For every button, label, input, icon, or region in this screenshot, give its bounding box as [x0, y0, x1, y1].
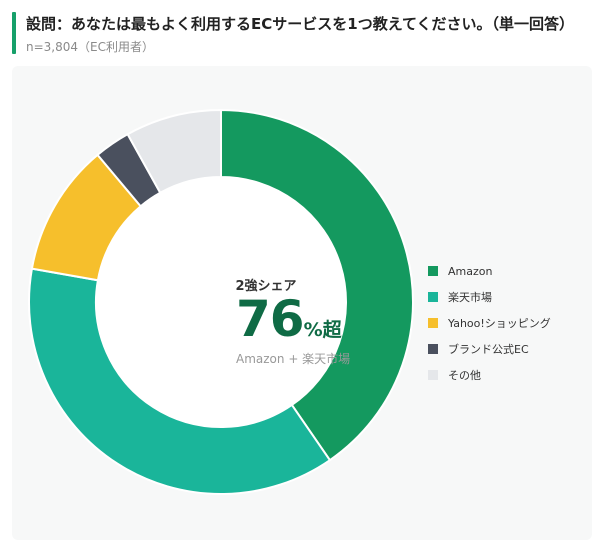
legend-label-0: Amazon [448, 264, 493, 278]
question-header: 設問：あなたは最もよく利用するECサービスを1つ教えてください。（単一回答） n… [12, 10, 592, 56]
accent-bar [12, 12, 16, 54]
legend-swatch-0 [428, 266, 438, 276]
sample-size: n=3,804（EC利用者） [26, 40, 154, 54]
legend-label-2: Yahoo!ショッピング [448, 317, 551, 330]
slice-0 [220, 108, 414, 462]
legend-swatch-4 [428, 370, 438, 380]
legend-swatch-2 [428, 318, 438, 328]
donut-hole [96, 177, 346, 427]
legend-item-4: その他 [428, 362, 551, 388]
legend-item-1: 楽天市場 [428, 284, 551, 310]
legend-swatch-1 [428, 292, 438, 302]
center-label: 2強シェア [235, 279, 297, 294]
center-value-number: 76 [236, 290, 305, 348]
center-value: 76%超 [236, 290, 376, 348]
legend-item-2: Yahoo!ショッピング [428, 310, 551, 336]
legend-label-1: 楽天市場 [448, 291, 492, 304]
legend-item-0: Amazon [428, 258, 551, 284]
chart-legend: Amazon 楽天市場 Yahoo!ショッピング ブランド公式EC その他 [428, 258, 551, 388]
legend-item-3: ブランド公式EC [428, 336, 551, 362]
center-subtitle: Amazon + 楽天市場 [236, 352, 351, 366]
chart-panel [12, 66, 592, 540]
center-value-suffix: %超 [303, 319, 342, 341]
donut-chart [28, 108, 414, 495]
legend-swatch-3 [428, 344, 438, 354]
legend-label-3: ブランド公式EC [448, 343, 529, 356]
slice-1 [28, 267, 332, 495]
question-text: 設問：あなたは最もよく利用するECサービスを1つ教えてください。（単一回答） [26, 15, 574, 33]
legend-label-4: その他 [448, 369, 481, 382]
